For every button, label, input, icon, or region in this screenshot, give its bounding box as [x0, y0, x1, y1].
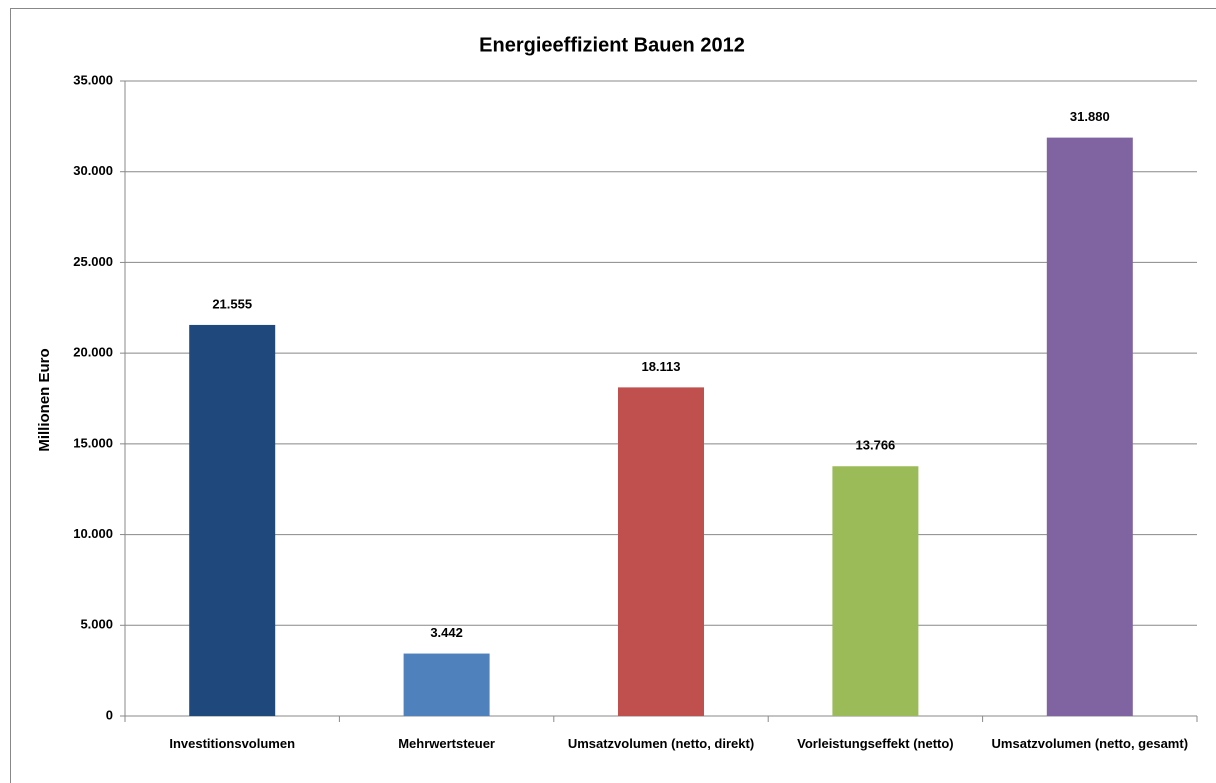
x-tick-label: Investitionsvolumen [169, 736, 296, 751]
bar [189, 324, 276, 716]
bar [618, 387, 704, 716]
value-label: 31.880 [1070, 109, 1110, 124]
y-tick-label: 15.000 [73, 435, 113, 450]
y-tick-label: 25.000 [73, 254, 113, 269]
y-tick-label: 35.000 [73, 72, 113, 87]
x-tick-label: Umsatzvolumen (netto, gesamt) [991, 736, 1189, 751]
y-tick-label: 20.000 [73, 345, 113, 360]
value-label: 13.766 [856, 438, 896, 453]
x-tick-label: Umsatzvolumen (netto, direkt) [567, 736, 755, 751]
y-axis-label: Millionen Euro [36, 348, 53, 451]
y-tick-label: 5.000 [80, 617, 113, 632]
y-tick-label: 0 [106, 707, 113, 722]
value-label: 21.555 [212, 296, 252, 311]
chart-title: Energieeffizient Bauen 2012 [479, 34, 745, 56]
value-label: 18.113 [641, 359, 680, 374]
value-label: 3.442 [430, 625, 463, 640]
bar [1046, 137, 1133, 716]
y-tick-label: 10.000 [73, 526, 113, 541]
y-tick-label: 30.000 [73, 163, 113, 178]
x-tick-label: Vorleistungseffekt (netto) [797, 736, 954, 751]
bar [403, 653, 490, 716]
bar [832, 466, 919, 716]
x-tick-label: Mehrwertsteuer [398, 736, 495, 751]
